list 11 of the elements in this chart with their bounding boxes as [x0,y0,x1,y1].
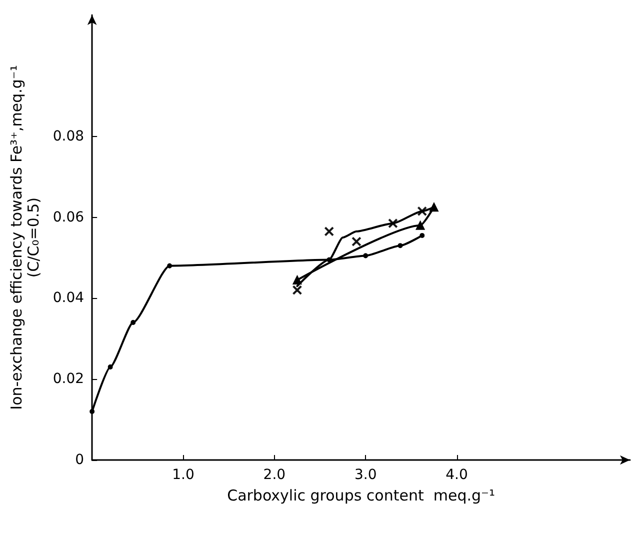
x-tick-label: 2.0 [263,467,286,483]
y-tick-label: 0.08 [52,128,84,144]
y-axis-title: Ion-exchange efficiency towards Fe³⁺,meq.g⁻¹ (C/C₀=0.5) [8,65,42,410]
x-tick-label: 1.0 [172,467,194,483]
y-tick-label: 0.04 [52,290,84,306]
y-tick-label: 0.02 [52,371,84,388]
x-axis-title: Carboxylic groups content meq.g⁻¹ [227,486,495,504]
y-tick-label: 0 [75,452,84,468]
y-tick-label: 0.06 [52,209,84,226]
x-tick-label: 3.0 [354,467,377,483]
x-tick-label: 4.0 [446,467,468,483]
